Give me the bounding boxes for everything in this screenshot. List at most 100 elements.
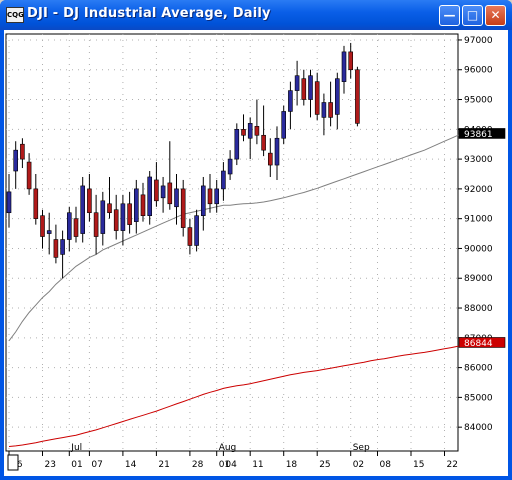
- candle-body: [180, 188, 186, 228]
- candle: [247, 117, 253, 160]
- candle-body: [174, 188, 179, 208]
- candle-body: [341, 51, 347, 82]
- candle-body: [348, 51, 354, 71]
- candle-body: [281, 111, 287, 139]
- candle-body: [53, 239, 59, 258]
- candle-body: [80, 185, 85, 234]
- candle-body: [288, 90, 293, 112]
- candle: [274, 126, 280, 180]
- candle-body: [254, 126, 260, 136]
- price-chart[interactable]: 8400085000860008700088000890009000091000…: [4, 30, 508, 476]
- candle: [281, 105, 287, 145]
- price-badge-label: 86844: [464, 339, 493, 349]
- y-tick-label: 85000: [464, 393, 493, 403]
- candle-body: [194, 215, 199, 246]
- candle-body: [120, 203, 126, 231]
- x-tick-label: 07: [91, 460, 102, 470]
- candle-body: [160, 185, 166, 199]
- candle: [40, 209, 45, 249]
- maximize-icon: □: [466, 8, 479, 22]
- candle-body: [314, 81, 320, 115]
- candle: [80, 176, 85, 243]
- y-tick-label: 91000: [464, 215, 493, 225]
- candle-body: [46, 230, 52, 234]
- candle-body: [267, 152, 273, 166]
- candle: [127, 191, 132, 234]
- y-tick-label: 90000: [464, 244, 493, 254]
- scroll-marker: [7, 454, 19, 471]
- candle-body: [301, 78, 307, 100]
- candle: [214, 179, 219, 213]
- candle-body: [6, 191, 12, 214]
- x-tick-label: 14: [125, 460, 137, 470]
- candle-body: [40, 215, 45, 237]
- x-tick-label: 02: [353, 460, 364, 470]
- candle: [60, 230, 65, 279]
- candle: [314, 72, 320, 121]
- moving-average-line: [8, 342, 479, 447]
- x-tick-label: 11: [252, 460, 263, 470]
- candle-body: [140, 194, 146, 216]
- x-tick-label: 01: [71, 460, 82, 470]
- chart-area[interactable]: 8400085000860008700088000890009000091000…: [4, 30, 508, 476]
- candle: [140, 182, 146, 222]
- moving-average-line: [8, 133, 465, 342]
- x-tick-label: 21: [158, 460, 169, 470]
- candle: [107, 176, 112, 219]
- candle: [355, 66, 360, 127]
- candle-body: [334, 78, 340, 115]
- candle-body: [167, 182, 173, 205]
- candle-body: [187, 227, 193, 246]
- candle: [180, 179, 186, 237]
- candle-body: [33, 188, 39, 219]
- candle-body: [73, 218, 79, 237]
- y-tick-label: 88000: [464, 304, 493, 314]
- candle-body: [201, 185, 206, 216]
- candle-body: [66, 212, 72, 240]
- price-badge: [458, 337, 506, 348]
- x-tick-label: 28: [192, 460, 204, 470]
- candle-body: [13, 149, 18, 172]
- month-label: Sep: [353, 443, 370, 453]
- candle-body: [127, 203, 132, 225]
- candle-body: [207, 188, 213, 205]
- candle: [328, 81, 333, 127]
- app-icon: CQG: [6, 7, 24, 23]
- y-tick-label: 92000: [464, 185, 493, 195]
- close-icon: ✕: [490, 8, 501, 22]
- minimize-button[interactable]: —: [439, 5, 460, 26]
- candle: [294, 60, 300, 106]
- minimize-icon: —: [443, 8, 456, 22]
- candle: [261, 105, 266, 157]
- close-button[interactable]: ✕: [485, 5, 506, 26]
- candle: [113, 194, 119, 240]
- candle: [348, 42, 354, 79]
- candle-body: [113, 209, 119, 231]
- candle-body: [26, 161, 32, 190]
- x-tick-label: 25: [319, 460, 330, 470]
- candle: [147, 171, 152, 225]
- candle-body: [328, 102, 333, 118]
- candle-body: [214, 188, 219, 205]
- month-label: Aug: [219, 443, 237, 453]
- candle-body: [308, 75, 313, 100]
- candle: [20, 138, 25, 169]
- plot-area: [5, 33, 459, 452]
- candle: [53, 224, 59, 264]
- x-tick-label: 23: [45, 460, 56, 470]
- candle: [227, 150, 233, 180]
- candle: [341, 45, 347, 94]
- maximize-button[interactable]: □: [462, 5, 483, 26]
- candle: [120, 194, 126, 246]
- candle: [308, 69, 313, 118]
- price-badge: [458, 128, 506, 139]
- candle: [254, 99, 260, 145]
- candle: [334, 72, 340, 130]
- candle-body: [107, 203, 112, 214]
- candle-body: [241, 129, 246, 136]
- candle: [13, 141, 18, 189]
- title-bar[interactable]: CQG DJI - DJ Industrial Average, Daily —…: [0, 0, 512, 30]
- y-tick-label: 95000: [464, 96, 493, 106]
- candle-body: [227, 158, 233, 175]
